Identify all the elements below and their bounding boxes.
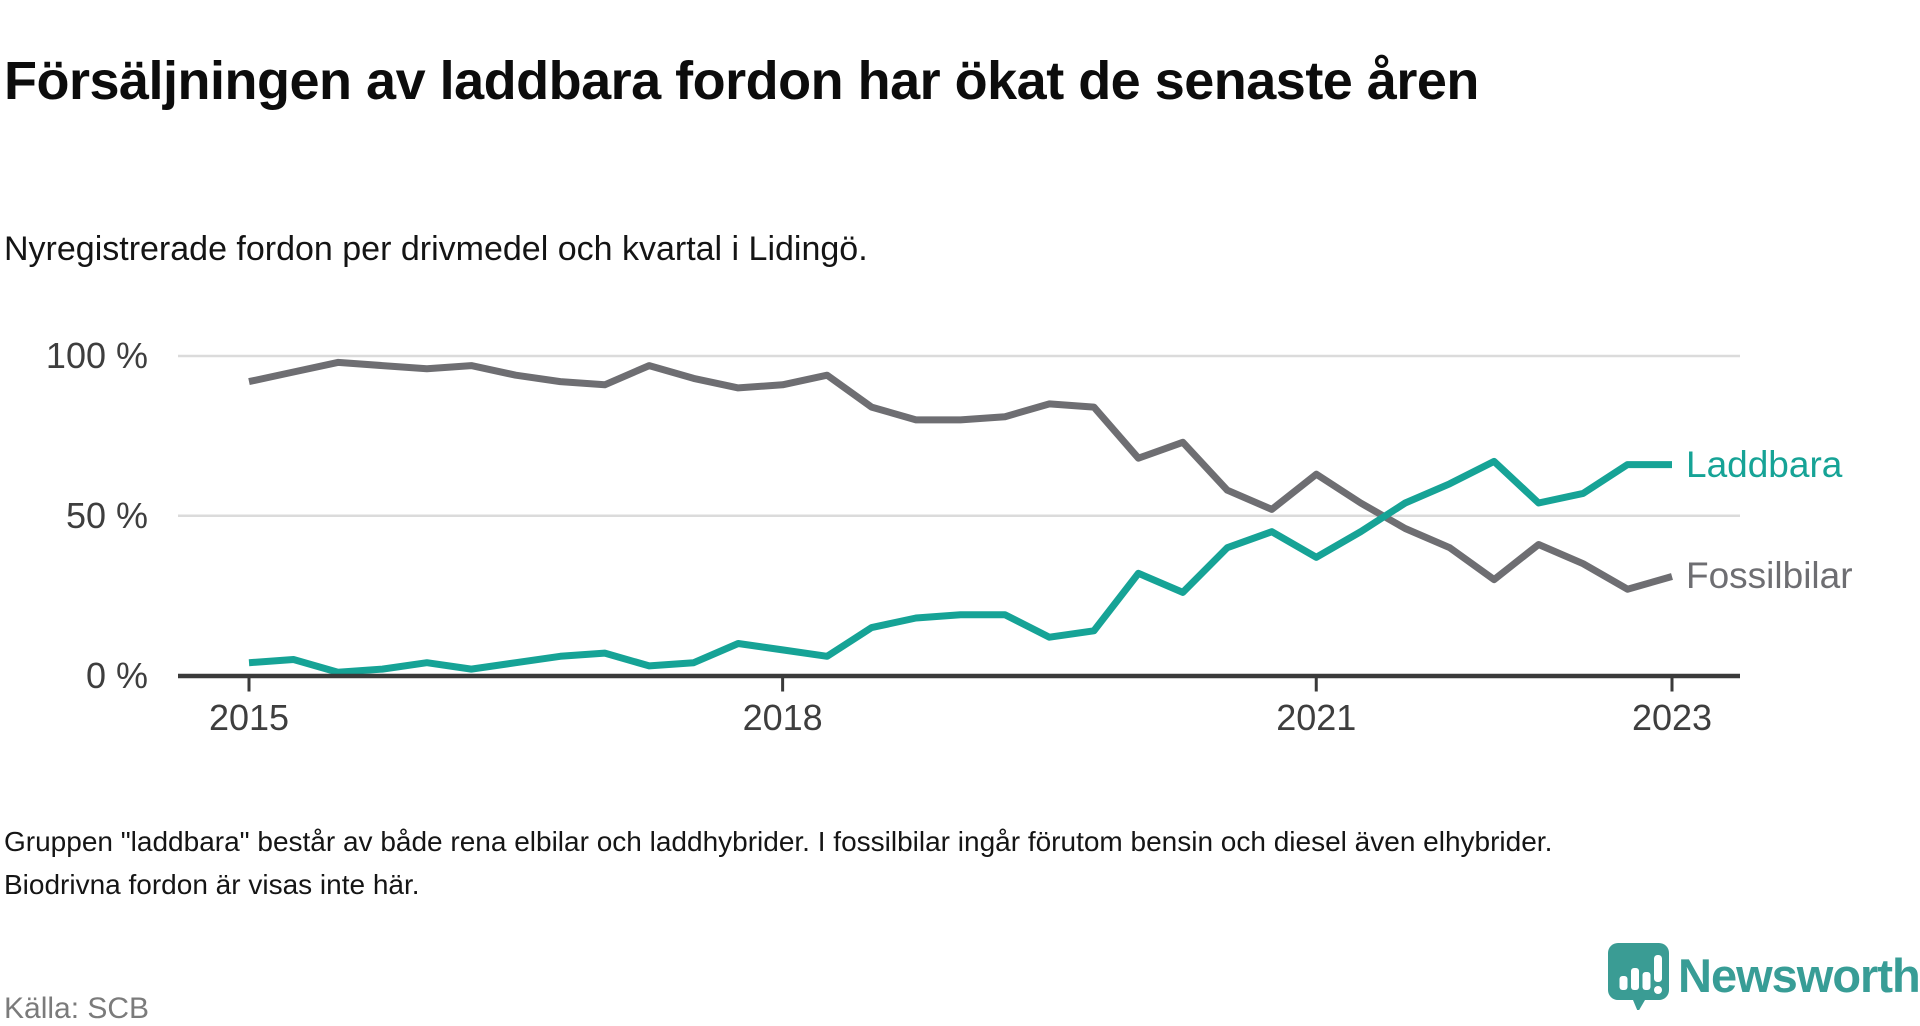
laddbara-line [248, 457, 1672, 676]
logo-bars [1619, 955, 1662, 994]
newsworthy-logo: Newsworthy [1604, 938, 1920, 1012]
gridlines [178, 354, 1740, 517]
x-tick-label: 2021 [1276, 697, 1357, 738]
x-tick-label: 2015 [208, 697, 290, 738]
footnote: Gruppen "laddbara" består av både rena e… [4, 826, 1553, 901]
newsworthy-logo-icon [1608, 943, 1669, 1012]
page-subtitle: Nyregistrerade fordon per drivmedel och … [4, 230, 868, 268]
series-label-laddbara: Laddbara [1686, 443, 1843, 485]
y-tick-label: 0 % [85, 654, 148, 696]
y-tick-label: 100 % [45, 335, 148, 376]
x-axis [178, 673, 1740, 692]
x-tick-label: 2023 [1631, 697, 1713, 738]
page-title: Försäljningen av laddbara fordon har öka… [4, 51, 1479, 112]
series-label-fossilbilar: Fossilbilar [1686, 555, 1853, 597]
x-tick-label: 2018 [742, 697, 823, 738]
newsworthy-wordmark: Newsworthy [1678, 949, 1920, 1002]
source-credit: Källa: SCB [4, 992, 150, 1025]
y-tick-label: 50 % [65, 494, 148, 536]
fossilbilar-line [248, 358, 1673, 593]
